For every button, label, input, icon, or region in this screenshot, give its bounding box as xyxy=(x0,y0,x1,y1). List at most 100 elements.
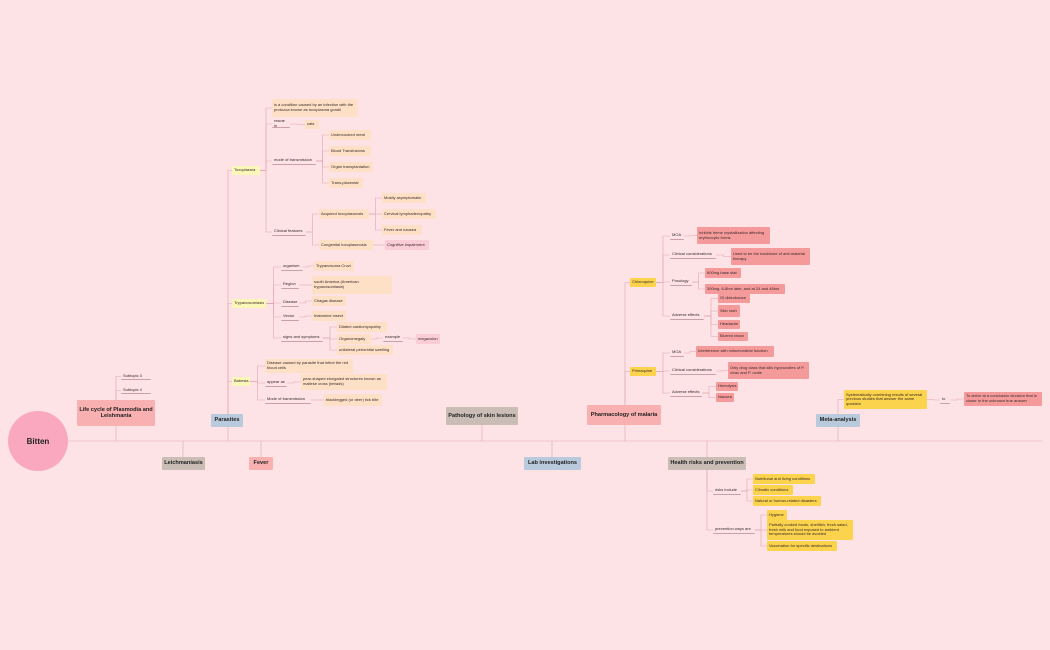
connector xyxy=(316,150,329,162)
branch-label: Region xyxy=(281,281,299,289)
connector xyxy=(755,514,767,531)
connector xyxy=(704,315,718,337)
connector xyxy=(624,282,630,405)
connector xyxy=(706,470,713,531)
topic-node: Headache xyxy=(718,320,740,329)
topic-node: Climatic conditions xyxy=(753,485,793,495)
topic-node: Only drug class that kills hypnozoites o… xyxy=(728,362,809,379)
connector xyxy=(266,284,281,304)
connector xyxy=(684,235,697,237)
topic-node: Used to be the backbone of anti-malarial… xyxy=(731,248,810,265)
main-topic: Leichmaniasis xyxy=(162,457,205,470)
connector xyxy=(369,213,382,231)
topic-node: 600mg base stat xyxy=(705,268,741,278)
connector xyxy=(306,213,319,233)
topic-node: Hemolysis xyxy=(716,382,738,391)
topic-node: Inhibits heme crystallization affecting … xyxy=(697,227,770,244)
branch-label: appear as xyxy=(265,379,287,387)
branch-label: organism xyxy=(281,263,303,271)
topic-node: Undercooked meat xyxy=(329,130,371,140)
topic-node: Chloroquine xyxy=(630,278,656,287)
topic-node: 300mg, 6-8hrs later, and at 24 and 48hrs xyxy=(705,284,785,294)
branch-label: Vector xyxy=(281,313,299,321)
connector xyxy=(227,381,232,414)
topic-node: Primaquine xyxy=(630,367,656,376)
connector xyxy=(702,386,716,394)
branch-label: reside in xyxy=(272,120,290,128)
topic-node: Dilated cardiomyopathy xyxy=(337,322,387,332)
connector xyxy=(692,281,705,290)
branch-label: Disease xyxy=(281,299,299,307)
topic-node: GI disturbance xyxy=(718,294,750,303)
main-topic: Parasites xyxy=(211,414,243,427)
branch-label: example xyxy=(383,334,403,342)
branch-label: MOA xyxy=(670,232,684,240)
connector xyxy=(741,478,753,492)
topic-node: Trypanosomiasis xyxy=(232,299,266,308)
topic-node: unilateral periorbital swelling xyxy=(337,345,393,355)
topic-node: Fever and nausea xyxy=(382,225,422,235)
topic-node: Babesia xyxy=(232,377,250,386)
connector xyxy=(624,371,630,405)
connector xyxy=(306,231,319,246)
branch-label: prevention ways are xyxy=(713,526,755,534)
topic-node: Toxoplasma xyxy=(232,166,260,175)
branch-label: mode of transmission xyxy=(272,157,316,165)
connector xyxy=(684,351,696,354)
connector xyxy=(250,365,265,382)
connector xyxy=(716,254,731,257)
connector xyxy=(287,381,301,384)
branch-label: Subtopic 4 xyxy=(121,387,151,394)
main-topic: Pathology of skin lesions xyxy=(446,407,518,425)
topic-node: Chagas disease xyxy=(312,296,346,306)
branch-label: Posology xyxy=(670,278,692,286)
topic-node: Trans-placental xyxy=(329,178,363,188)
topic-node: pear-shaped elongated structures known a… xyxy=(301,374,387,390)
connector xyxy=(316,160,329,184)
connector xyxy=(656,352,670,372)
connector xyxy=(369,197,382,215)
branch-label: Clinical features xyxy=(272,228,306,236)
topic-node: Organomegaly xyxy=(337,334,371,344)
topic-node: Congenital toxoplasmosis xyxy=(319,240,373,250)
topic-node: is a condition caused by an infection wi… xyxy=(272,99,358,117)
connector xyxy=(702,392,716,398)
topic-node: Trypanosoma Cruzi xyxy=(314,261,354,271)
topic-node: Vaccination for specific destinations xyxy=(767,541,837,551)
connector xyxy=(837,399,844,414)
branch-label: Adverse effects xyxy=(670,312,704,320)
branch-label: MOA xyxy=(670,349,684,357)
branch-label: Adverse effects xyxy=(670,389,702,397)
topic-node: Blood Transfusions xyxy=(329,146,371,156)
branch-label: Clinical considerations xyxy=(670,251,716,259)
connector xyxy=(323,337,337,351)
main-topic: Health risks and prevention xyxy=(668,457,746,470)
topic-node: To arrive at a conclusion decision that … xyxy=(964,392,1042,406)
connector xyxy=(656,254,670,283)
connector xyxy=(250,381,265,401)
connector xyxy=(371,337,383,340)
branch-label: Mode of transmission xyxy=(265,396,311,404)
branch-label: Subtopic 3 xyxy=(121,373,151,380)
connector xyxy=(656,371,670,394)
connector xyxy=(692,272,705,283)
main-topic: Pharmacology of malaria xyxy=(587,405,661,425)
main-topic: Fever xyxy=(249,457,273,470)
connector xyxy=(299,315,312,318)
topic-node: Partially cooked foods, shellfish, fresh… xyxy=(767,520,853,540)
topic-node: cats xyxy=(305,120,319,129)
topic-node: Mostly asymptomatic xyxy=(382,193,426,203)
topic-node: Cervical lymphadenopathy xyxy=(382,209,436,219)
connector xyxy=(299,300,312,304)
branch-label: signs and symptoms xyxy=(281,334,323,342)
topic-node: Natural or human-related disasters xyxy=(753,496,821,506)
topic-node: Interference with mitochondrial function xyxy=(696,346,774,357)
connector xyxy=(741,490,753,502)
main-topic: Life cycle of Plasmodia and Leishmania xyxy=(77,400,155,426)
connector xyxy=(260,170,272,233)
main-topic: Meta-analysis xyxy=(816,414,860,427)
main-topic: Lab investigations xyxy=(524,457,581,470)
connector xyxy=(266,303,281,339)
